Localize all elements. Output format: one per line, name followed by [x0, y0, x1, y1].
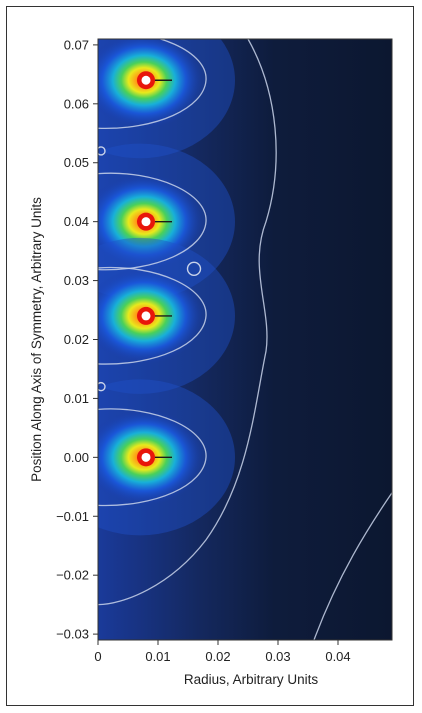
source-center — [141, 311, 151, 321]
contour-line — [98, 39, 277, 606]
saddle-point-marker — [98, 146, 106, 156]
x-tick-label: 0.02 — [205, 649, 230, 664]
x-tick-label: 0.03 — [265, 649, 290, 664]
source-center — [141, 75, 151, 85]
x-axis-label: Radius, Arbitrary Units — [184, 672, 319, 687]
y-tick-label: 0.05 — [64, 155, 89, 170]
y-tick-label: 0.01 — [64, 391, 89, 406]
y-tick-label: 0.03 — [64, 273, 89, 288]
y-axis: 0.07 0.06 0.05 0.04 0.03 0.02 0.01 0.00 −0.01 −0.… — [56, 37, 98, 642]
x-tick-label: 0 — [94, 649, 101, 664]
y-tick-label: 0.04 — [64, 214, 89, 229]
figure-frame — [6, 6, 414, 706]
saddle-point-marker — [98, 381, 106, 392]
x-axis: 0 0.01 0.02 0.03 0.04 — [94, 640, 351, 664]
y-tick-label: 0.07 — [64, 37, 89, 52]
y-tick-label: 0.00 — [64, 450, 89, 465]
x-tick-label: 0.04 — [325, 649, 350, 664]
contour-line — [98, 408, 207, 507]
y-tick-label: −0.01 — [56, 509, 89, 524]
y-tick-label: −0.03 — [56, 627, 89, 642]
contour-line — [313, 492, 392, 640]
y-axis-label: Position Along Axis of Symmetry, Arbitra… — [29, 197, 44, 482]
contour-line — [98, 39, 207, 129]
contour-line — [98, 172, 207, 271]
y-tick-label: −0.02 — [56, 568, 89, 583]
source-center — [141, 452, 151, 462]
source-center — [141, 217, 151, 227]
saddle-point-marker — [186, 261, 202, 276]
contour-line — [98, 266, 207, 365]
x-tick-label: 0.01 — [145, 649, 170, 664]
y-tick-label: 0.06 — [64, 96, 89, 111]
y-tick-label: 0.02 — [64, 332, 89, 347]
plot-area — [98, 39, 392, 640]
